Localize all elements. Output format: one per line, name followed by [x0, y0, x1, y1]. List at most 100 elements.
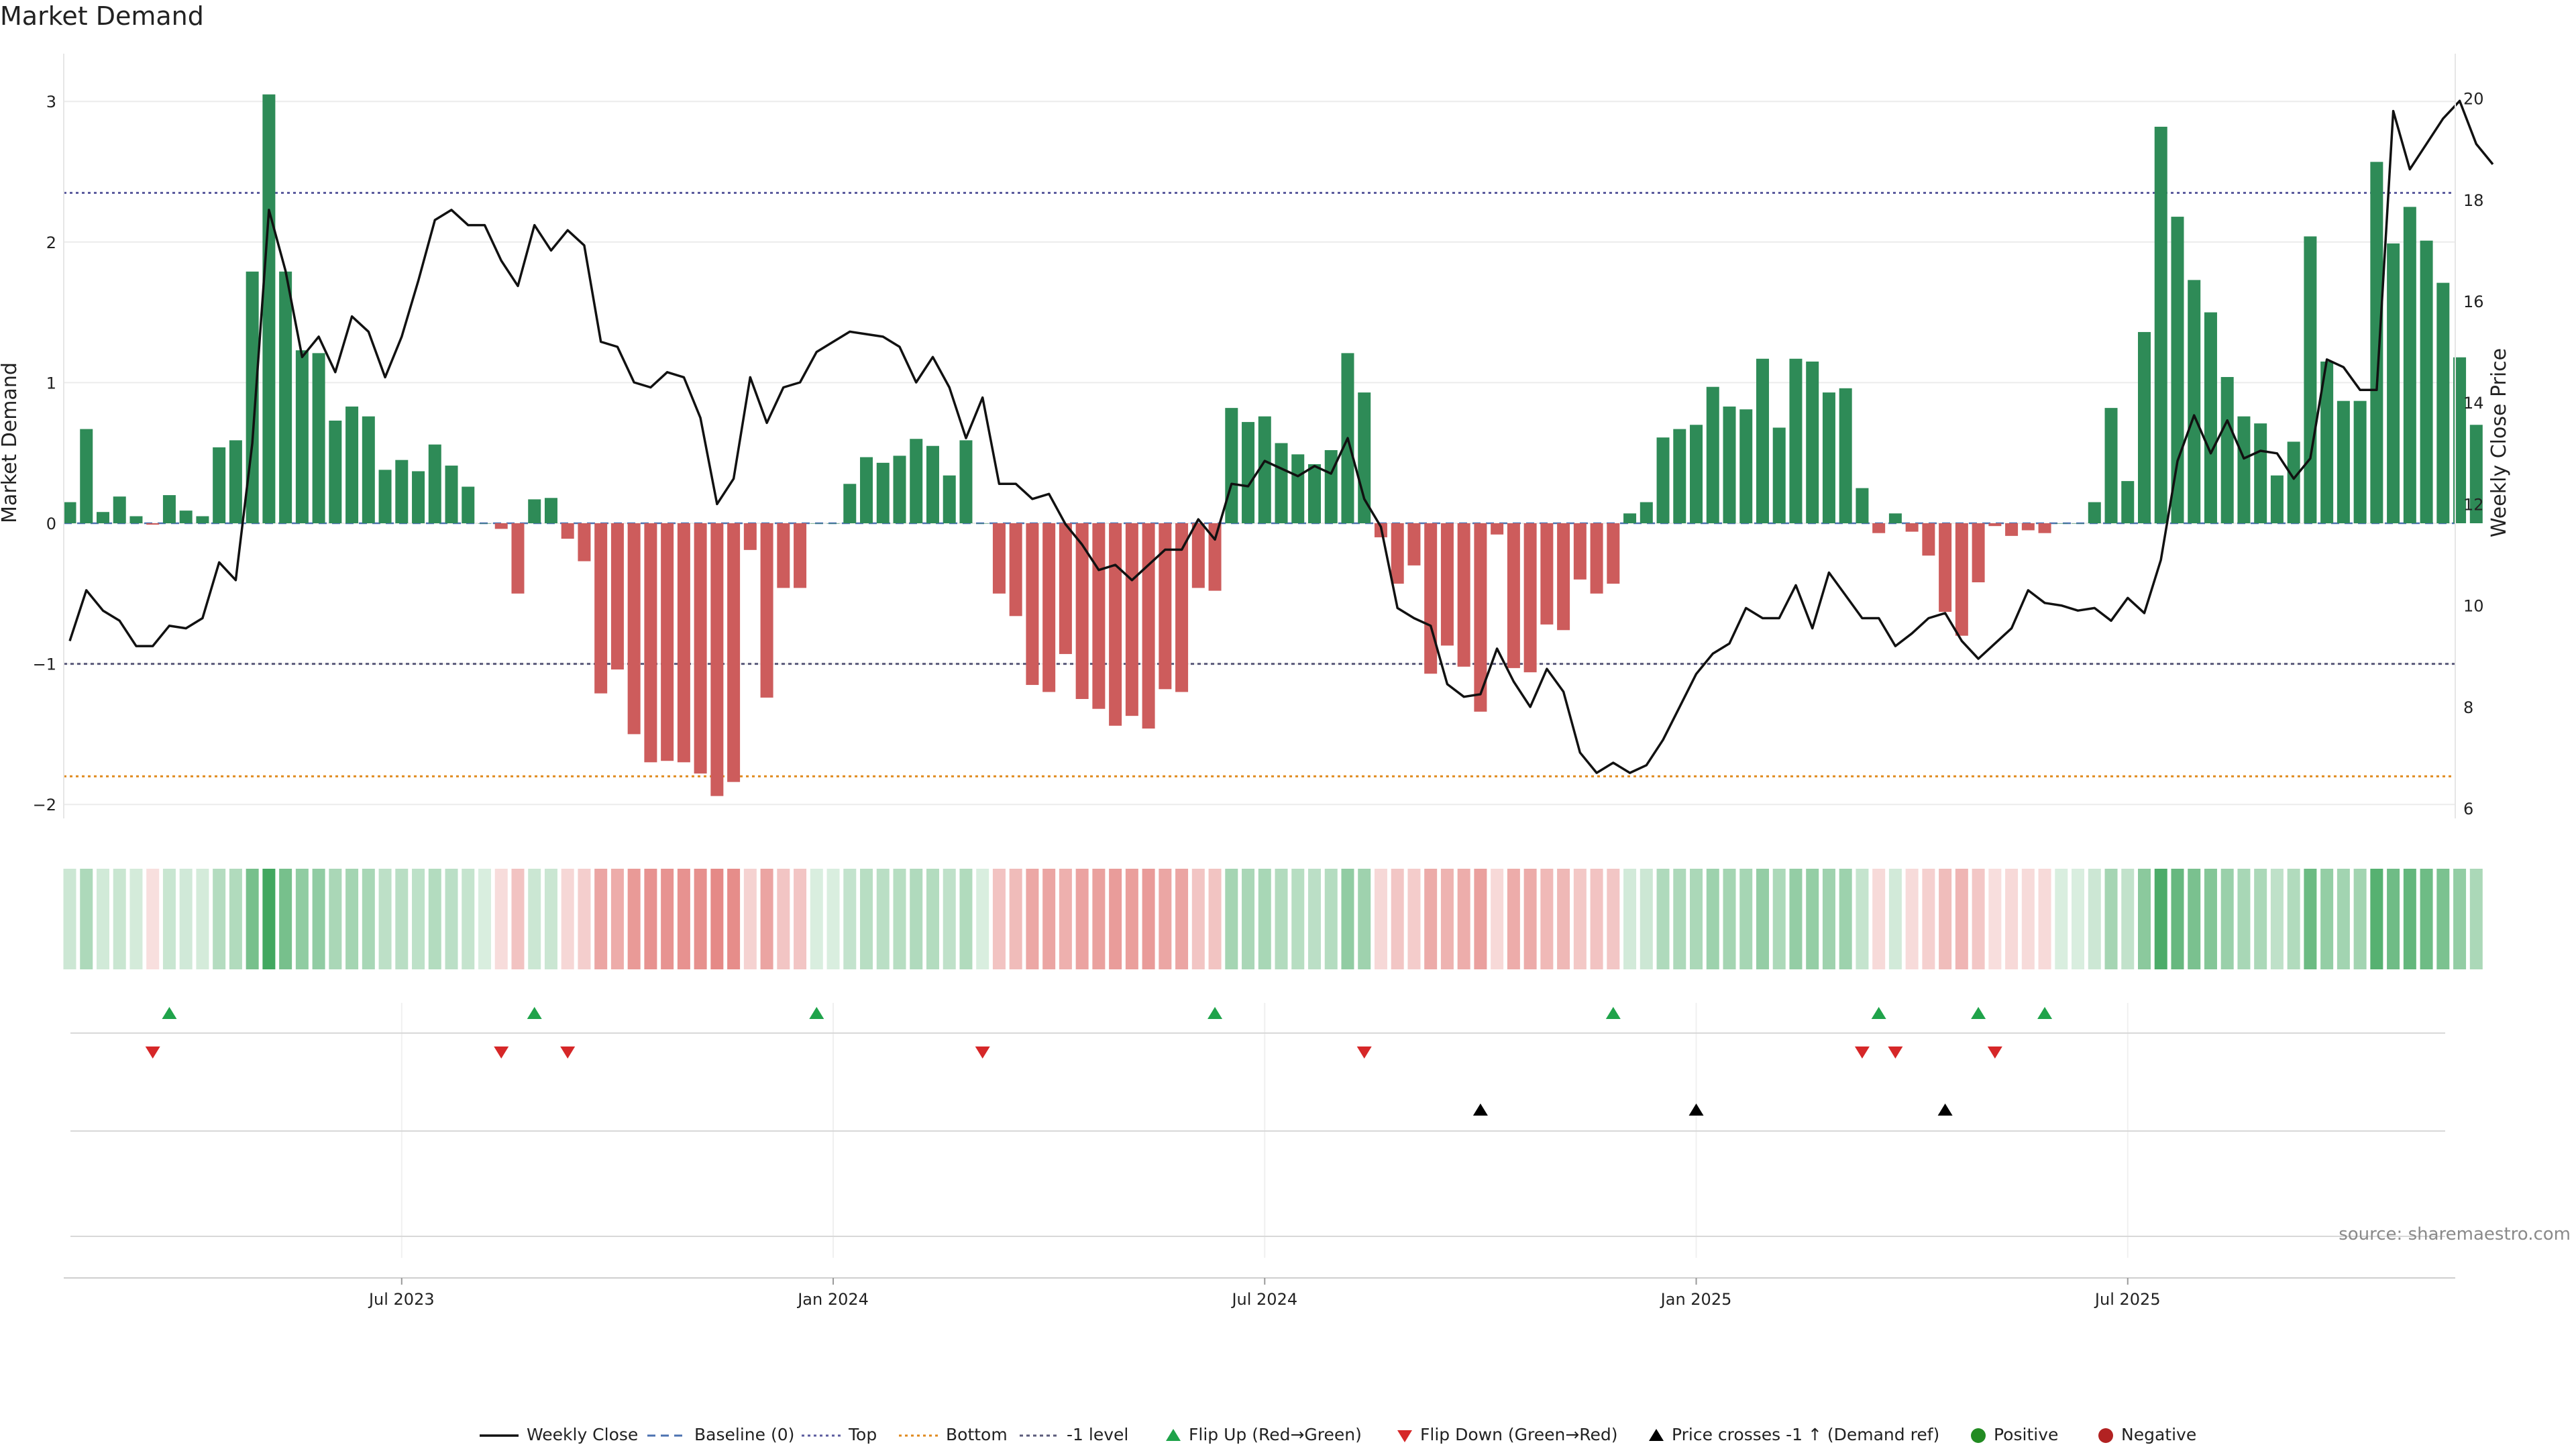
- demand-bar: [910, 439, 923, 523]
- heat-strip-cell: [2138, 869, 2151, 969]
- demand-bar: [959, 440, 973, 523]
- demand-bar: [677, 523, 690, 763]
- demand-bar: [610, 523, 624, 669]
- legend-item: Weekly Close: [480, 1425, 638, 1444]
- heat-strip-cell: [1856, 869, 1869, 969]
- heat-strip-cell: [1491, 869, 1504, 969]
- heat-strip-cell: [395, 869, 409, 969]
- demand-bar: [1159, 523, 1172, 690]
- demand-bar: [1457, 523, 1470, 667]
- flip-up-marker: [1971, 1007, 1986, 1019]
- heat-strip-cell: [1822, 869, 1835, 969]
- demand-bar: [1424, 523, 1438, 674]
- heat-strip-cell: [329, 869, 342, 969]
- demand-bar: [2104, 408, 2118, 523]
- demand-bars: [63, 94, 2483, 796]
- demand-bar: [1208, 523, 1222, 591]
- legend-item: Negative: [2098, 1425, 2196, 1444]
- heat-strip-cell: [627, 869, 641, 969]
- demand-bar: [2320, 361, 2334, 523]
- demand-bar: [544, 498, 557, 523]
- left-tick-label: 1: [46, 374, 56, 392]
- right-tick-label: 20: [2463, 90, 2484, 109]
- right-tick-label: 14: [2463, 394, 2484, 413]
- demand-bar: [777, 523, 790, 588]
- demand-bar: [1075, 523, 1089, 699]
- demand-bar: [196, 516, 209, 523]
- x-tick-label: Jan 2025: [1660, 1290, 1732, 1309]
- demand-bar: [743, 523, 757, 550]
- heat-strip-cell: [279, 869, 292, 969]
- demand-bar: [2088, 502, 2101, 523]
- legend-item: Bottom: [899, 1425, 1008, 1444]
- heat-strip-cell: [694, 869, 707, 969]
- heat-strip-cell: [462, 869, 475, 969]
- legend-item: Positive: [1971, 1425, 2058, 1444]
- heat-strip-cell: [1988, 869, 2002, 969]
- heat-strip-cell: [1358, 869, 1371, 969]
- heat-strip-cell: [2453, 869, 2467, 969]
- heat-strip-cell: [860, 869, 873, 969]
- legend-label: Weekly Close: [527, 1425, 638, 1444]
- legend-swatch: [1649, 1429, 1664, 1441]
- heat-strip-cell: [610, 869, 624, 969]
- heat-strip-cell: [1690, 869, 1703, 969]
- right-axis-label: Weekly Close Price: [2487, 348, 2511, 537]
- demand-bar: [1026, 523, 1039, 686]
- demand-bar: [2021, 523, 2035, 531]
- demand-bar: [2254, 423, 2267, 523]
- heat-strip-cell: [1407, 869, 1421, 969]
- heat-strip-cell: [2038, 869, 2051, 969]
- right-tick-label: 12: [2463, 495, 2484, 514]
- heat-strip-cell: [1109, 869, 1122, 969]
- heat-strip-cell: [1922, 869, 1935, 969]
- heat-strip-cell: [1656, 869, 1670, 969]
- flip-up-marker: [1208, 1007, 1223, 1019]
- demand-bar: [1706, 386, 1719, 523]
- flip-down-marker: [560, 1046, 576, 1059]
- heat-strip-cell: [2353, 869, 2367, 969]
- heat-strip-cell: [2104, 869, 2118, 969]
- heat-strip-cell: [959, 869, 973, 969]
- chart-title: Market Demand: [0, 1, 204, 31]
- demand-bar: [279, 271, 292, 523]
- demand-bar: [295, 350, 309, 523]
- left-tick-label: 3: [46, 93, 56, 111]
- demand-bar: [2171, 217, 2184, 523]
- heat-strip-cell: [2420, 869, 2433, 969]
- heat-strip-cell: [362, 869, 375, 969]
- demand-bar: [2469, 425, 2483, 523]
- heat-strip-cell: [1308, 869, 1321, 969]
- demand-bar: [1888, 513, 1902, 523]
- heat-strip-cell: [1723, 869, 1736, 969]
- heat-strip-cell: [412, 869, 425, 969]
- demand-bar: [1275, 443, 1288, 523]
- heat-strip-cell: [777, 869, 790, 969]
- x-tick-label: Jul 2025: [2094, 1290, 2161, 1309]
- heat-strip-cell: [63, 869, 76, 969]
- demand-bar: [63, 502, 76, 523]
- demand-bar: [561, 523, 574, 539]
- heat-strip-cell: [677, 869, 690, 969]
- demand-bar: [1291, 454, 1305, 523]
- demand-bar: [1242, 422, 1255, 523]
- heat-strip-cell: [760, 869, 773, 969]
- demand-bar: [627, 523, 641, 735]
- heat-strip-cell: [1291, 869, 1305, 969]
- heat-strip-cell: [1789, 869, 1803, 969]
- demand-bar: [2370, 162, 2383, 523]
- heat-strip-cell: [2270, 869, 2284, 969]
- demand-bar: [1474, 523, 1487, 712]
- heat-strip-cell: [1706, 869, 1719, 969]
- heat-strip-cell: [1142, 869, 1155, 969]
- heat-strip-cell: [428, 869, 441, 969]
- demand-bar: [2055, 523, 2068, 524]
- heat-strip-cell: [2304, 869, 2317, 969]
- heat-strip-cell: [1739, 869, 1753, 969]
- demand-bar: [1839, 388, 1852, 523]
- heat-strip-cell: [2337, 869, 2350, 969]
- demand-bar: [860, 457, 873, 523]
- legend-label: Positive: [1994, 1425, 2058, 1444]
- demand-bar: [2387, 243, 2400, 523]
- heat-strip-cell: [810, 869, 823, 969]
